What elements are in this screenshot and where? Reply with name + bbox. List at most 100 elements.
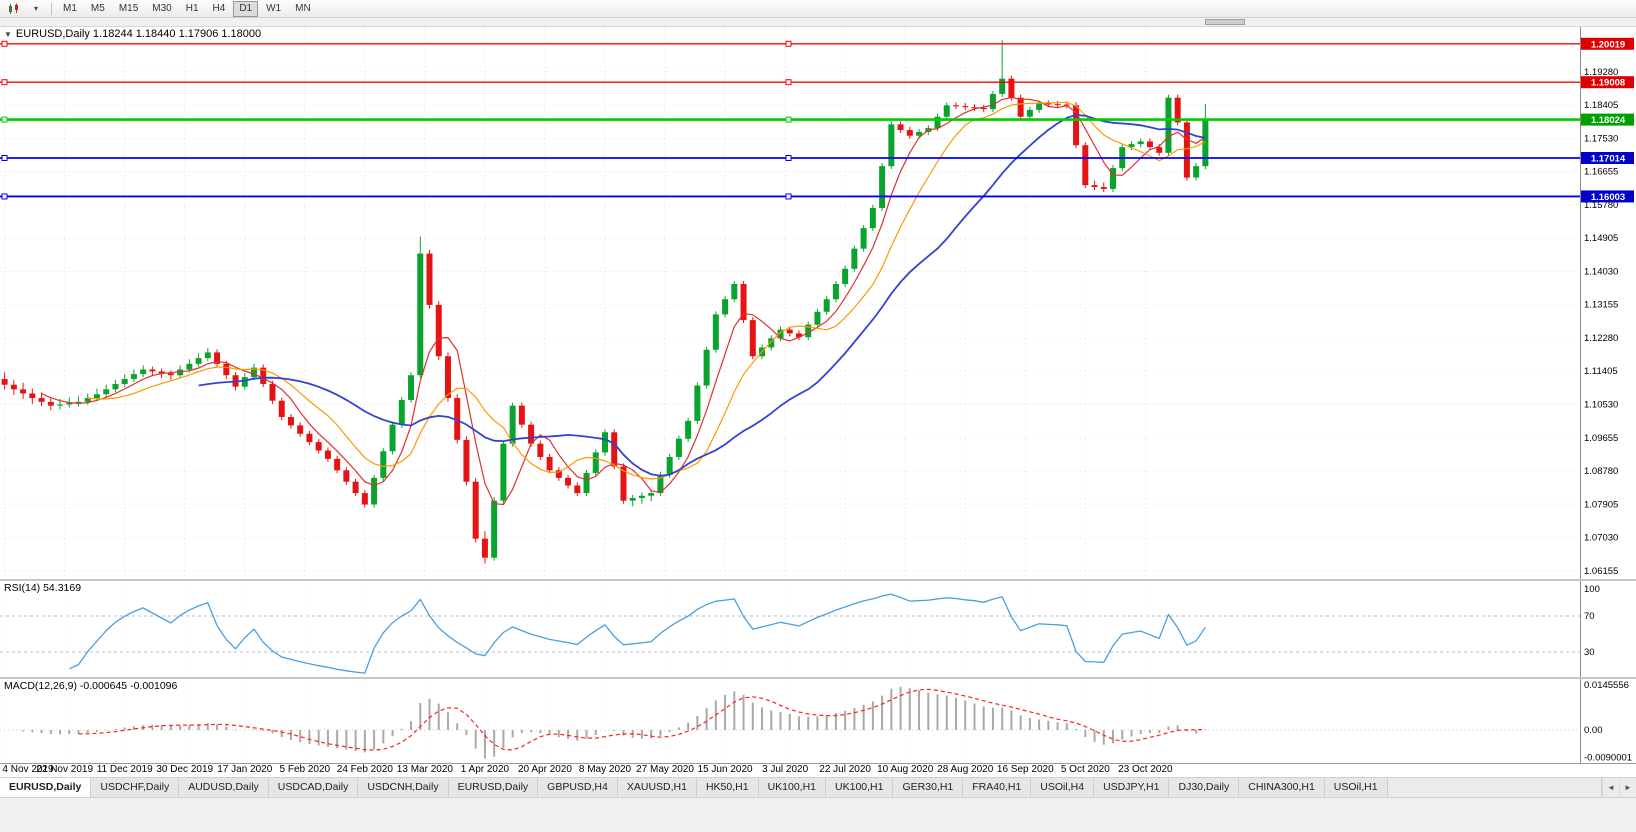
tab-scroll-left-button[interactable]: ◄ (1602, 778, 1619, 797)
rsi-axis-label: 30 (1584, 647, 1595, 658)
rsi-line-layer (69, 593, 1206, 674)
rsi-indicator-chart[interactable]: 100 70 30 (0, 581, 1636, 679)
grid-layer (0, 27, 1580, 579)
macd-axis-label: 0.00 (1584, 725, 1603, 736)
price-tag-label: 1.18024 (1591, 115, 1626, 126)
chart-tab-xauusd-h1[interactable]: XAUUSD,H1 (617, 778, 697, 797)
chart-scrollbar[interactable] (0, 18, 1636, 27)
chart-tool-button[interactable] (4, 1, 24, 16)
hline-handle (785, 193, 792, 200)
date-axis[interactable]: 4 Nov 2019 22 Nov 2019 11 Dec 2019 30 Dec 2… (0, 764, 1636, 777)
chart-tab-eurusd-daily[interactable]: EURUSD,Daily (448, 778, 539, 797)
date-label: 11 Dec 2019 (96, 764, 153, 775)
price-axis-label: 1.17530 (1584, 133, 1618, 144)
chart-tab-usdjpy-h1[interactable]: USDJPY,H1 (1094, 778, 1170, 797)
chart-tab-fra40-h1[interactable]: FRA40,H1 (963, 778, 1032, 797)
date-label: 17 Jan 2020 (217, 764, 273, 775)
timeframe-button-w1[interactable]: W1 (266, 2, 282, 14)
price-chart[interactable]: 1.19280 1.18405 1.17530 1.16655 1.15780 1.149… (0, 27, 1636, 581)
date-label: 13 Mar 2020 (396, 764, 453, 775)
toolbar-separator (51, 2, 52, 15)
timeframe-button-h4[interactable]: H4 (212, 2, 226, 14)
price-axis-label: 1.18405 (1584, 100, 1618, 111)
hline-handle (1, 79, 8, 86)
date-label: 24 Feb 2020 (336, 764, 393, 775)
timeframe-button-m30[interactable]: M30 (152, 2, 172, 14)
date-label: 15 Jun 2020 (697, 764, 753, 775)
price-axis-label: 1.14905 (1584, 233, 1618, 244)
price-axis-label: 1.09655 (1584, 433, 1618, 444)
main-chart-panel: 1.19280 1.18405 1.17530 1.16655 1.15780 1.149… (0, 27, 1636, 581)
chart-title: ▼ EURUSD,Daily 1.18244 1.18440 1.17906 1.… (4, 28, 261, 40)
hline-handle (785, 116, 792, 123)
timeframe-button-d1[interactable]: D1 (233, 0, 259, 17)
chart-scrollbar-thumb[interactable] (1205, 19, 1245, 25)
date-label: 22 Jul 2020 (819, 764, 871, 775)
price-axis-label: 1.19280 (1584, 67, 1618, 78)
chart-tab-ger30-h1[interactable]: GER30,H1 (893, 778, 964, 797)
chart-tab-usdchf-daily[interactable]: USDCHF,Daily (91, 778, 180, 797)
chart-tab-usoil-h4[interactable]: USOil,H4 (1031, 778, 1095, 797)
dropdown-tool-button[interactable]: ▾ (26, 1, 46, 16)
dropdown-arrow-icon: ▾ (33, 4, 38, 13)
horizontal-lines-layer: 1.20019 1.19008 1.18024 1.17014 1.16003 (0, 37, 1634, 203)
date-label: 23 Oct 2020 (1118, 764, 1173, 775)
price-tag (1581, 37, 1634, 50)
chart-tab-usdcnh-daily[interactable]: USDCNH,Daily (358, 778, 449, 797)
date-label: 3 Jul 2020 (762, 764, 809, 775)
hline-handle (1, 40, 8, 47)
chart-tab-dj30-daily[interactable]: DJ30,Daily (1169, 778, 1240, 797)
timeframe-button-h1[interactable]: H1 (185, 2, 199, 14)
timeframe-button-m15[interactable]: M15 (118, 2, 139, 14)
chart-tab-hk50-h1[interactable]: HK50,H1 (696, 778, 759, 797)
price-tag (1581, 76, 1634, 89)
price-tag-label: 1.19008 (1591, 78, 1625, 89)
timeframe-button-mn[interactable]: MN (295, 2, 311, 14)
price-axis: 1.19280 1.18405 1.17530 1.16655 1.15780 1.149… (1584, 67, 1618, 577)
chart-tab-usdcad-daily[interactable]: USDCAD,Daily (268, 778, 359, 797)
tab-scroll-right-button[interactable]: ► (1619, 778, 1636, 797)
price-axis-label: 1.12280 (1584, 333, 1618, 344)
timeframe-button-m5[interactable]: M5 (90, 2, 105, 14)
collapse-arrow-icon[interactable]: ▼ (4, 30, 12, 39)
top-toolbar: ▾ M1 M5 M15 M30 H1 H4 D1 W1 MN (0, 0, 1636, 18)
macd-axis: 0.0145556 0.00 -0.0090001 (1584, 680, 1632, 764)
date-label: 1 Apr 2020 (460, 764, 510, 775)
price-tag-label: 1.17014 (1591, 154, 1626, 165)
chart-tab-uk100-h1[interactable]: UK100,H1 (826, 778, 894, 797)
price-axis-label: 1.14030 (1584, 266, 1618, 277)
macd-panel: 0.0145556 0.00 -0.0090001 MACD(12,26,9) -0… (0, 679, 1636, 764)
candles-layer (1, 40, 1209, 564)
chart-tabs: EURUSD,Daily USDCHF,Daily AUDUSD,Daily USDC… (0, 778, 1388, 797)
chart-tab-audusd-daily[interactable]: AUDUSD,Daily (179, 778, 269, 797)
date-label: 16 Sep 2020 (996, 764, 1054, 775)
hline-handle (1, 193, 8, 200)
price-tag (1581, 113, 1634, 126)
macd-indicator-chart[interactable]: 0.0145556 0.00 -0.0090001 (0, 679, 1636, 764)
date-label: 5 Feb 2020 (279, 764, 331, 775)
price-tag (1581, 152, 1634, 165)
hline-handle (1, 155, 8, 162)
chart-tab-uk100-h1[interactable]: UK100,H1 (758, 778, 827, 797)
chart-tab-eurusd-daily[interactable]: EURUSD,Daily (0, 778, 92, 797)
chart-tab-china300-h1[interactable]: CHINA300,H1 (1239, 778, 1325, 797)
price-axis-label: 1.13155 (1584, 300, 1618, 311)
rsi-axis-label: 70 (1584, 611, 1595, 622)
chart-tab-bar: EURUSD,Daily USDCHF,Daily AUDUSD,Daily USDC… (0, 777, 1636, 797)
hline-handle (785, 79, 792, 86)
timeframe-button-m1[interactable]: M1 (63, 2, 77, 14)
chart-tab-gbpusd-h4[interactable]: GBPUSD,H4 (538, 778, 618, 797)
date-label: 30 Dec 2019 (156, 764, 214, 775)
status-bar (0, 797, 1636, 832)
price-axis-label: 1.08780 (1584, 466, 1618, 477)
macd-axis-label: 0.0145556 (1584, 680, 1629, 691)
hline-handle (1, 116, 8, 123)
macd-histogram-layer (22, 686, 1207, 759)
price-axis-label: 1.15780 (1584, 200, 1618, 211)
rsi-label: RSI(14) 54.3169 (4, 582, 82, 594)
chart-tab-usoil-h1[interactable]: USOil,H1 (1324, 778, 1388, 797)
tab-scroll-arrows: ◄ ► (1601, 778, 1636, 797)
macd-grid-layer (0, 679, 1580, 764)
date-label: 5 Oct 2020 (1060, 764, 1110, 775)
rsi-grid-layer (0, 581, 1580, 677)
